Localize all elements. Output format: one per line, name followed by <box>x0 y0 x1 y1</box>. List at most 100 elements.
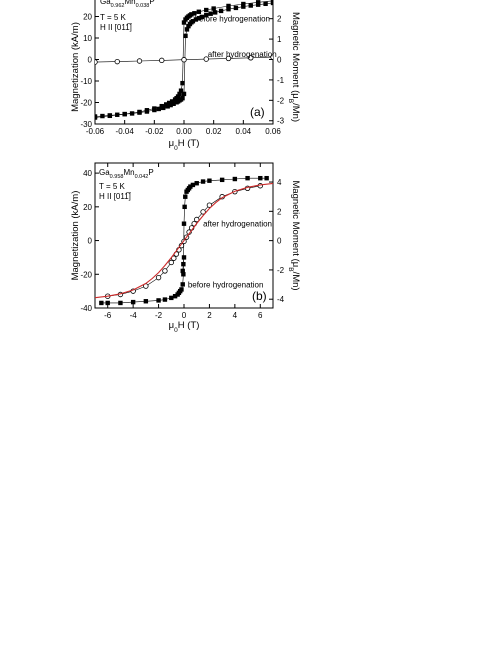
data-point-square <box>100 113 105 119</box>
y-tick-label: -20 <box>80 270 92 279</box>
data-point-square <box>204 7 209 13</box>
condition-label: H II [011̅] <box>99 192 132 201</box>
data-point-square <box>183 194 188 199</box>
data-point-square <box>130 299 136 305</box>
sample-label: Ga0.958Mn0.042P <box>99 168 154 180</box>
data-point-circle <box>155 274 162 281</box>
y-tick-label: -40 <box>80 304 92 313</box>
data-point-square <box>193 17 199 22</box>
data-point-square <box>207 178 212 183</box>
data-point-square <box>107 113 113 119</box>
data-point-square <box>180 282 185 287</box>
data-point-circle <box>203 56 209 62</box>
data-point-circle <box>206 202 213 208</box>
data-point-square <box>270 0 273 4</box>
condition-label: T = 5 K <box>99 182 126 191</box>
data-point-square <box>211 6 216 11</box>
data-point-circle <box>95 59 98 65</box>
data-point-square <box>204 13 209 18</box>
y-axis-label: Magnetization (kA/m) <box>70 191 81 281</box>
y-tick-label: -10 <box>80 77 92 86</box>
data-point-square <box>258 175 263 181</box>
y2-tick-label: -3 <box>277 117 285 126</box>
data-point-square <box>169 99 175 104</box>
y2-tick-label: -4 <box>277 295 285 304</box>
fit-curve <box>95 182 273 299</box>
x-axis-label: μ0H (T) <box>169 138 200 152</box>
data-point-square <box>245 175 250 181</box>
data-point-square <box>248 3 253 8</box>
data-point-square <box>169 295 174 301</box>
data-point-square <box>180 80 185 86</box>
y2-tick-label: 0 <box>277 56 282 65</box>
x-tick-label: 4 <box>233 311 238 320</box>
series-group <box>95 0 273 120</box>
x-tick-label: 0.06 <box>265 127 281 136</box>
data-point-circle <box>181 57 187 63</box>
data-point-square <box>181 255 187 260</box>
data-point-square <box>181 261 186 267</box>
y2-tick-label: 2 <box>277 207 282 216</box>
data-point-square <box>129 111 135 116</box>
y2-axis-label: Magnetic Moment (μB/Mn) <box>288 180 302 290</box>
data-point-square <box>180 96 185 101</box>
data-point-square <box>208 11 213 16</box>
data-point-circle <box>162 268 168 274</box>
data-point-square <box>177 91 182 97</box>
x-tick-label: 0 <box>182 311 187 320</box>
data-point-square <box>99 300 104 306</box>
data-point-circle <box>136 58 143 64</box>
data-point-square <box>264 175 269 181</box>
series-group <box>95 175 273 306</box>
data-point-square <box>263 1 268 7</box>
data-point-square <box>183 17 188 22</box>
data-point-circle <box>270 54 273 60</box>
x-tick-label: -0.04 <box>116 127 135 136</box>
data-point-square <box>159 103 164 109</box>
data-point-square <box>194 181 199 186</box>
y2-tick-label: 2 <box>277 15 282 24</box>
data-point-square <box>152 106 157 111</box>
data-point-square <box>181 221 187 226</box>
data-point-square <box>190 182 196 188</box>
x-tick-label: -6 <box>104 311 112 320</box>
data-point-square <box>226 6 231 12</box>
y2-tick-label: 0 <box>277 237 282 246</box>
data-point-square <box>178 88 184 93</box>
data-point-circle <box>248 55 254 61</box>
data-point-square <box>171 101 176 106</box>
x-tick-label: -2 <box>155 311 163 320</box>
x-axis-label: μ0H (T) <box>169 320 200 334</box>
data-point-circle <box>159 57 165 64</box>
y-tick-label: -20 <box>80 99 92 108</box>
annotation: before hydrogenation <box>194 15 270 24</box>
data-point-square <box>183 33 188 39</box>
data-point-square <box>212 10 218 15</box>
y2-axis-label: Magnetic Moment (μB/Mn) <box>288 12 302 122</box>
y2-tick-label: -1 <box>277 76 285 85</box>
data-point-square <box>172 97 178 102</box>
data-point-square <box>166 100 172 106</box>
y2-tick-label: -2 <box>277 96 285 105</box>
y-tick-label: 20 <box>83 13 92 22</box>
data-point-square <box>199 14 204 20</box>
x-tick-label: 0.04 <box>236 127 252 136</box>
y-tick-label: 0 <box>88 237 93 246</box>
panel-letter: (a) <box>250 105 265 119</box>
data-point-square <box>181 91 187 97</box>
condition-label: H II [011̅] <box>100 23 133 32</box>
x-tick-label: -4 <box>130 311 138 320</box>
y-axis-label: Magnetization (kA/m) <box>70 22 81 112</box>
data-point-circle <box>168 259 174 266</box>
data-point-square <box>137 109 142 115</box>
panel-a: -0.06 -0.04 -0.02 0.00 0.02 0.04 0.06-30-20-10… <box>70 0 301 152</box>
data-point-square <box>255 0 261 5</box>
data-point-square <box>226 3 231 9</box>
x-tick-label: -0.02 <box>145 127 164 136</box>
data-point-square <box>181 20 187 25</box>
sample-label: Ga0.962Mn0.038P <box>100 0 155 9</box>
annotation: after hydrogenation <box>203 220 272 229</box>
x-tick-label: 6 <box>258 311 263 320</box>
data-point-square <box>219 177 225 183</box>
